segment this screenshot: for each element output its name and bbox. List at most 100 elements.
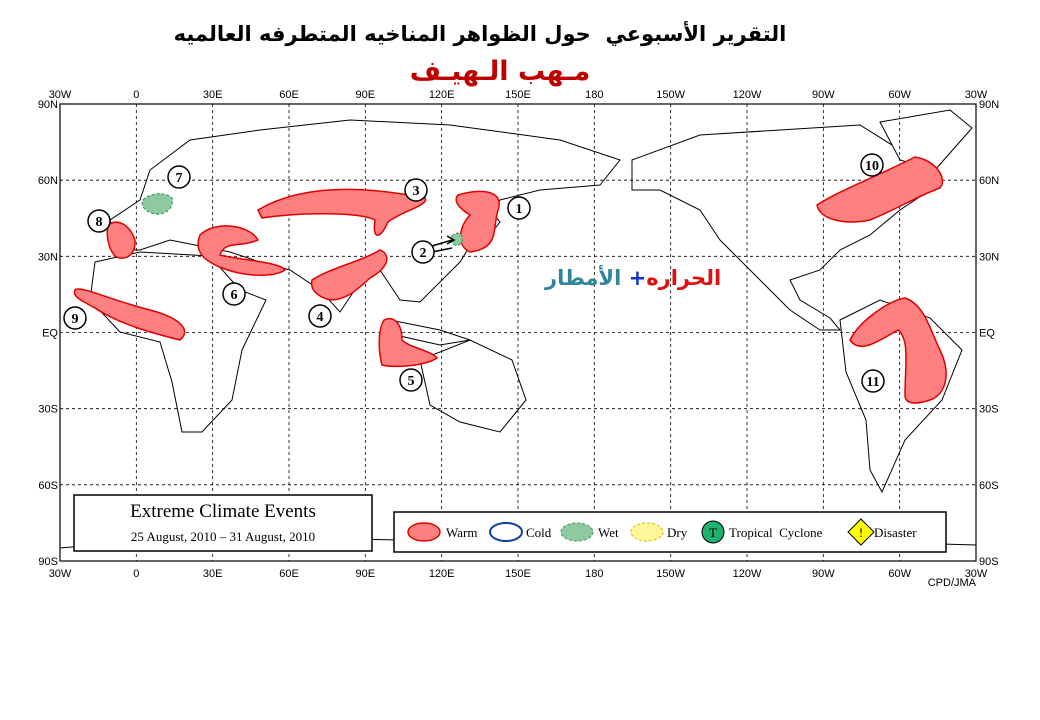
lon-label: 150W: [656, 89, 685, 101]
event-circle: [860, 153, 884, 177]
event-number: 6: [231, 288, 238, 303]
legend-label: Wet: [598, 525, 619, 540]
greenland: [879, 109, 973, 171]
event-circle: [308, 304, 332, 328]
legend-disaster-icon: [847, 518, 875, 546]
lon-label: 30W: [965, 89, 988, 101]
lat-label: 60N: [979, 175, 999, 187]
overlay-label: الحراره+ الأمطار: [545, 266, 721, 290]
credit: CPD/JMA: [928, 577, 977, 589]
wet-region: [451, 232, 463, 246]
legend-label: Disaster: [874, 525, 917, 540]
page-subtitle: مـهب الـهيـف: [409, 56, 591, 87]
legend-label: Tropical Cyclone: [729, 525, 823, 540]
lon-label: 90E: [356, 568, 376, 580]
lon-label: 60W: [888, 89, 911, 101]
lon-label: 0: [133, 89, 139, 101]
lat-label: 30S: [38, 404, 58, 416]
lat-label: 60S: [38, 480, 58, 492]
info-box: [73, 494, 373, 552]
warm-region: [455, 190, 500, 253]
event-number: 2: [420, 246, 427, 261]
overlay-plus: +: [628, 266, 647, 290]
lon-label: 0: [133, 568, 139, 580]
wet-region: [141, 193, 173, 215]
lon-label: 120W: [733, 568, 762, 580]
lon-label: 90W: [812, 568, 835, 580]
lon-label: 120W: [733, 89, 762, 101]
event-circle: [507, 196, 531, 220]
lon-label: 90E: [356, 89, 376, 101]
legend-warm-icon: [407, 522, 441, 542]
event-circle: [399, 368, 423, 392]
event-number: 7: [176, 171, 183, 186]
legend-wet-icon: [560, 522, 594, 542]
lon-label: 150W: [656, 568, 685, 580]
warm-region: [73, 288, 186, 341]
event-circle: [63, 306, 87, 330]
event-number: 3: [413, 184, 420, 199]
legend-label: Dry: [667, 525, 688, 540]
legend-dry-icon: [630, 522, 664, 542]
lon-label: 120E: [429, 568, 455, 580]
legend-cyclone-icon: [701, 520, 725, 544]
warm-region: [849, 297, 947, 404]
event-number: 9: [72, 312, 79, 327]
north-america: [631, 124, 931, 331]
wet-regions: [141, 193, 463, 246]
lat-label: 90S: [979, 556, 999, 568]
event-number: 11: [866, 375, 879, 390]
lon-label: 30W: [49, 568, 72, 580]
lon-label: 150E: [505, 568, 531, 580]
event-number: 1: [516, 202, 523, 217]
lon-label: 180: [585, 568, 603, 580]
lat-label: 60S: [979, 480, 999, 492]
info-title: Extreme Climate Events: [130, 501, 316, 522]
lat-label: EQ: [979, 328, 995, 340]
lon-label: 60W: [888, 568, 911, 580]
event-number: 8: [96, 215, 103, 230]
lat-label: 90N: [38, 99, 58, 111]
lon-label: 30W: [965, 568, 988, 580]
lat-label: 90N: [979, 99, 999, 111]
legend-cold-icon: [489, 522, 523, 542]
lat-label: 60N: [38, 175, 58, 187]
event-number: 10: [865, 159, 879, 174]
lat-label: 30N: [979, 251, 999, 263]
lon-label: 30E: [203, 89, 223, 101]
warm-region: [310, 249, 388, 301]
warm-region: [378, 318, 439, 368]
legend-symbol: !: [859, 525, 863, 540]
legend-label: Warm: [446, 525, 477, 540]
arrow: [431, 235, 456, 253]
event-circle: [87, 209, 111, 233]
lat-label: EQ: [42, 328, 58, 340]
lon-label: 60E: [279, 568, 299, 580]
warm-region: [257, 188, 427, 236]
info-period: 25 August, 2010 – 31 August, 2010: [131, 529, 315, 544]
lon-label: 120E: [429, 89, 455, 101]
event-markers: 1 2 3 4 5 6 7 8 9 10 11: [63, 153, 885, 393]
event-circle: [167, 165, 191, 189]
lon-label: 90W: [812, 89, 835, 101]
warm-region: [816, 156, 944, 223]
overlay-heat: الحراره: [646, 266, 722, 290]
lon-label: 30W: [49, 89, 72, 101]
event-circle: [222, 282, 246, 306]
page-title: التقرير الأسبوعي حول الظواهر المناخيه ال…: [173, 22, 787, 46]
lat-label: 30N: [38, 251, 58, 263]
lat-label: 30S: [979, 404, 999, 416]
lon-label: 60E: [279, 89, 299, 101]
grid: 30W30W0030E30E60E60E90E90E120E120E150E15…: [38, 89, 999, 580]
lat-label: 90S: [38, 556, 58, 568]
warm-region: [197, 225, 287, 276]
overlay-rain: الأمطار: [545, 266, 622, 290]
lon-label: 150E: [505, 89, 531, 101]
warm-regions: [73, 156, 947, 404]
event-circle: [411, 240, 435, 264]
event-circle: [404, 178, 428, 202]
lon-label: 30E: [203, 568, 223, 580]
event-number: 5: [408, 374, 415, 389]
